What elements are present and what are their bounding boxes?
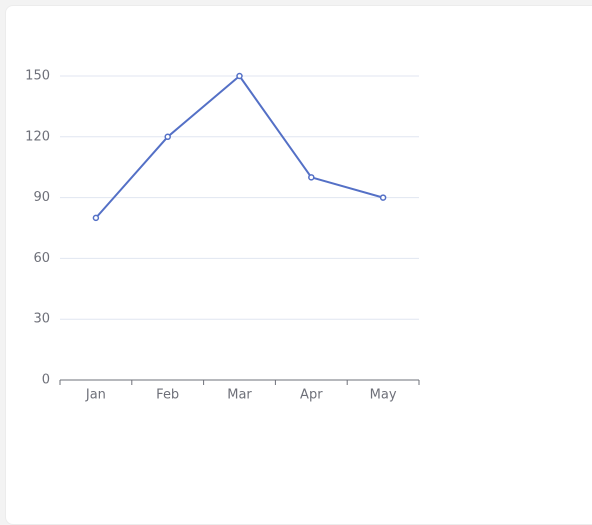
chart: 0 30 60 90 120 150 Jan Feb Mar Apr May bbox=[25, 69, 420, 403]
y-tick-label: 90 bbox=[33, 190, 50, 205]
point bbox=[164, 133, 171, 141]
x-tick-label: May bbox=[370, 388, 397, 403]
y-tick-label: 60 bbox=[33, 251, 50, 266]
y-tick-label: 0 bbox=[42, 373, 50, 388]
point bbox=[236, 72, 243, 80]
point bbox=[308, 174, 315, 181]
x-tick-label: Apr bbox=[300, 388, 323, 403]
y-tick-label: 150 bbox=[25, 69, 50, 84]
page: {"chart_data": {"type": "line", "categor… bbox=[5, 5, 592, 525]
x-tick-label: Mar bbox=[227, 388, 252, 403]
y-tick-label: 30 bbox=[33, 312, 50, 327]
card bbox=[5, 5, 592, 525]
point bbox=[379, 194, 387, 201]
x-tick-label: Feb bbox=[156, 388, 179, 403]
y-tick-label: 120 bbox=[25, 129, 50, 144]
point bbox=[92, 214, 100, 222]
x-tick-label: Jan bbox=[85, 388, 106, 403]
line bbox=[95, 75, 384, 219]
